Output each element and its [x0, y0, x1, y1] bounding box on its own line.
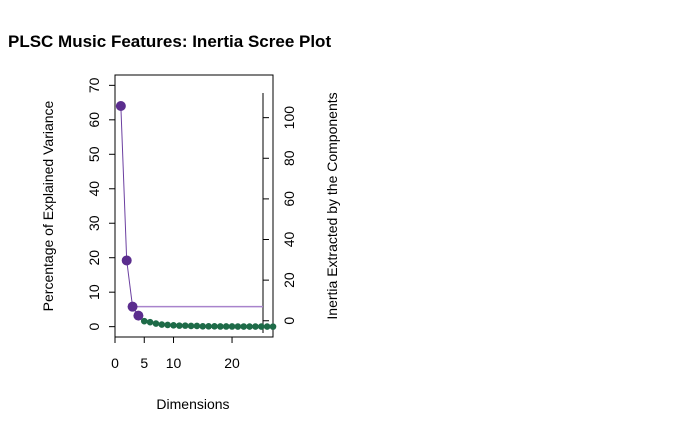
data-point — [158, 321, 166, 328]
highlighted-point — [115, 101, 126, 112]
data-point — [211, 323, 218, 330]
highlighted-point — [133, 310, 144, 321]
x-tick-label: 0 — [111, 355, 119, 371]
highlighted-point — [121, 255, 132, 266]
x-axis-title: Dimensions — [156, 396, 229, 412]
y-right-tick-label: 0 — [281, 317, 297, 325]
data-point — [193, 322, 201, 330]
y-right-tick-label: 40 — [281, 232, 297, 248]
data-point — [257, 323, 265, 330]
y-right-tick-label: 100 — [281, 106, 297, 130]
data-point — [269, 323, 277, 330]
y-left-tick-label: 10 — [86, 284, 102, 300]
y-left-tick-label: 50 — [86, 146, 102, 162]
data-point — [181, 322, 189, 329]
data-point — [170, 321, 177, 329]
data-point — [187, 322, 195, 330]
y-axis-left-title: Percentage of Explained Variance — [40, 100, 56, 311]
data-point — [228, 323, 236, 330]
y-right-tick-label: 20 — [281, 272, 297, 288]
data-point — [217, 323, 224, 330]
x-tick-label: 5 — [140, 355, 148, 371]
series-line-group — [120, 106, 139, 316]
y-axis-right-title: Inertia Extracted by the Components — [324, 92, 340, 319]
data-point — [176, 322, 183, 329]
data-points — [115, 101, 277, 330]
y-left-tick-label: 70 — [86, 77, 102, 93]
data-point — [234, 323, 242, 330]
x-axis: 0 5 10 20 — [111, 336, 240, 371]
y-right-tick-label: 60 — [281, 191, 297, 207]
x-tick-label: 10 — [166, 355, 182, 371]
y-right-tick-label: 80 — [281, 150, 297, 166]
scree-line — [120, 106, 139, 316]
data-point — [164, 321, 171, 329]
y-left-tick-label: 0 — [86, 323, 102, 331]
chart-title: PLSC Music Features: Inertia Scree Plot — [8, 32, 331, 51]
data-point — [152, 320, 160, 327]
y-left-tick-label: 30 — [86, 215, 102, 231]
data-point — [263, 323, 271, 330]
data-point — [146, 318, 154, 326]
y-left-tick-label: 40 — [86, 181, 102, 197]
y-axis-right: 0 20 40 60 80 100 — [263, 106, 297, 325]
data-point — [140, 317, 148, 325]
y-left-tick-label: 60 — [86, 112, 102, 128]
data-point — [252, 323, 259, 330]
plot-area — [114, 74, 274, 338]
x-tick-label: 20 — [224, 355, 240, 371]
data-point — [222, 323, 230, 330]
data-point — [240, 323, 248, 330]
data-point — [205, 323, 212, 330]
data-point — [246, 323, 253, 330]
y-left-tick-label: 20 — [86, 250, 102, 266]
data-point — [199, 323, 207, 330]
y-axis-left: 0 10 20 30 40 50 60 70 — [86, 77, 116, 331]
highlighted-point — [127, 301, 138, 312]
